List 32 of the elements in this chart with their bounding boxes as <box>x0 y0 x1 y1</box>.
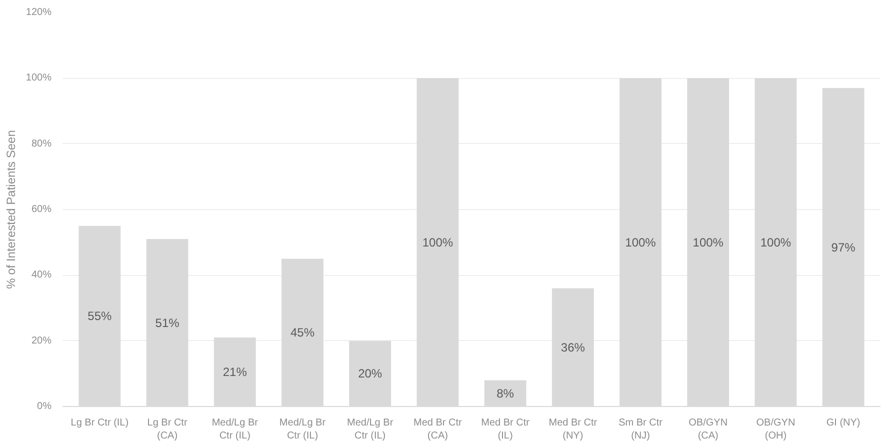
data-label: 8% <box>496 386 514 400</box>
data-label: 45% <box>290 326 315 340</box>
x-tick-label: Lg Br Ctr (IL) <box>70 418 129 428</box>
data-label: 100% <box>692 235 724 250</box>
x-tick-label: OB/GYN (OH) <box>756 418 796 442</box>
data-label: 97% <box>831 240 856 254</box>
data-label: 100% <box>625 235 656 250</box>
x-tick-label: OB/GYN (CA) <box>688 418 728 442</box>
data-label: 100% <box>422 235 454 250</box>
y-tick-label: 80% <box>31 138 52 150</box>
y-tick-label: 0% <box>37 401 52 412</box>
data-label: 55% <box>88 309 112 324</box>
x-tick-label: Sm Br Ctr (NJ) <box>618 418 664 442</box>
y-tick-label: 40% <box>31 270 52 281</box>
data-label: 100% <box>760 235 792 250</box>
x-tick-label: Med Br Ctr (CA) <box>414 418 463 442</box>
x-tick-label: Med/Lg Br Ctr (IL) <box>347 418 394 442</box>
x-tick-label: Med Br Ctr (IL) <box>481 418 530 442</box>
x-tick-label: Med/Lg Br Ctr (IL) <box>279 418 326 442</box>
data-label: 20% <box>358 366 382 381</box>
data-label: 51% <box>155 316 180 330</box>
x-tick-label: Med/Lg Br Ctr (IL) <box>212 418 259 442</box>
x-tick-label: Lg Br Ctr (CA) <box>147 418 188 442</box>
y-tick-label: 120% <box>26 7 52 18</box>
y-tick-label: 100% <box>26 72 52 84</box>
y-tick-label: 20% <box>31 335 52 346</box>
y-axis-title: % of Interested Patients Seen <box>4 130 18 289</box>
data-label: 36% <box>560 340 586 354</box>
x-tick-label: GI (NY) <box>826 418 860 428</box>
x-tick-label: Med Br Ctr (NY) <box>548 418 598 442</box>
y-tick-label: 60% <box>31 204 52 215</box>
data-label: 21% <box>222 365 248 380</box>
